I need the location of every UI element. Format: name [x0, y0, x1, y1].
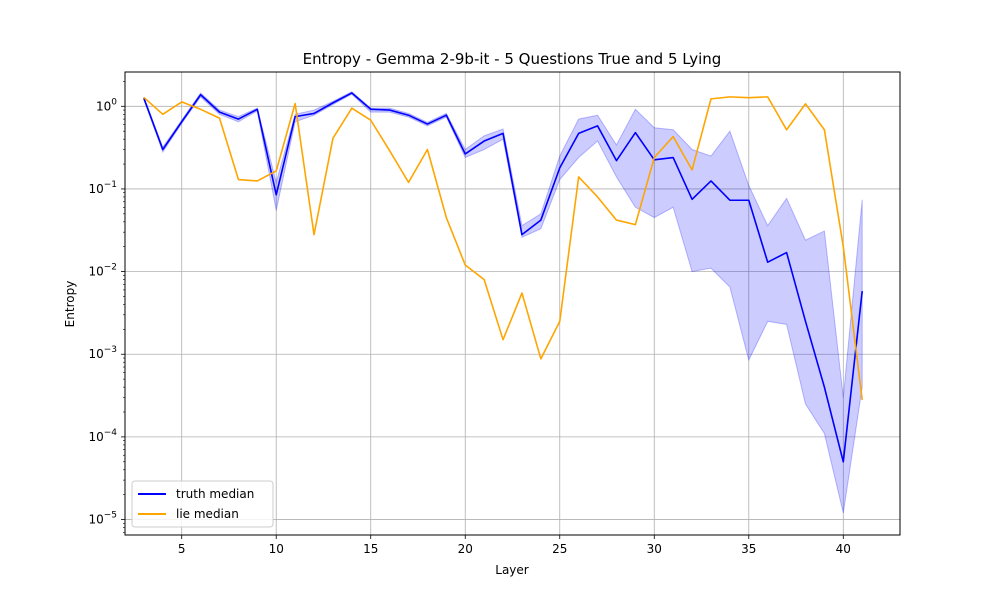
x-tick-label: 20	[458, 542, 473, 556]
x-tick-label: 10	[269, 542, 284, 556]
x-tick-label: 5	[178, 542, 186, 556]
confidence-bands	[143, 91, 863, 514]
truth-band	[143, 91, 863, 514]
y-axis-title: Entropy	[63, 281, 77, 328]
plot-frame	[124, 71, 901, 536]
x-ticks: 5 10 15 20 25 30 35 40	[178, 535, 851, 556]
truth-median-line	[143, 92, 863, 463]
series-lines	[143, 92, 863, 463]
x-axis-title: Layer	[495, 563, 529, 577]
x-tick-label: 40	[836, 542, 851, 556]
legend-lie-label: lie median	[176, 507, 239, 521]
x-tick-label: 30	[647, 542, 662, 556]
chart-title: Entropy - Gemma 2-9b-it - 5 Questions Tr…	[303, 50, 722, 68]
lie-median-line	[143, 96, 863, 401]
x-tick-label: 15	[363, 542, 378, 556]
legend-truth-label: truth median	[176, 487, 254, 501]
x-tick-label: 25	[552, 542, 567, 556]
legend-box	[131, 480, 274, 528]
legend: truth median lie median	[131, 480, 274, 528]
x-tick-label: 35	[741, 542, 756, 556]
